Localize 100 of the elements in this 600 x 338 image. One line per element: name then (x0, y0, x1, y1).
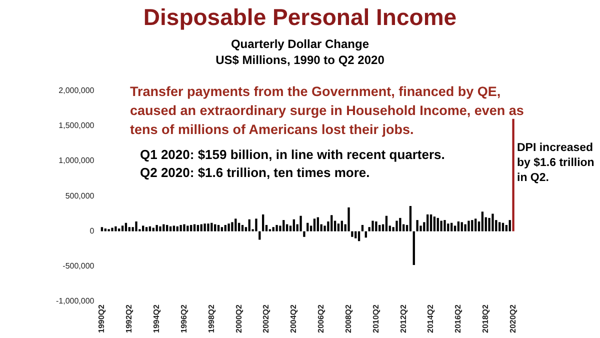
bar (104, 228, 106, 232)
x-tick-label: 1990Q2 (97, 304, 106, 333)
bar (409, 206, 412, 232)
bar (481, 212, 484, 232)
bar (145, 227, 148, 232)
bar (340, 220, 343, 232)
bar (128, 227, 130, 232)
text: DPI increased by $1.6 trillion in Q2. (517, 141, 596, 186)
bar (162, 224, 165, 232)
bar (180, 224, 182, 232)
bar (196, 224, 200, 232)
x-tick-label: 2000Q2 (234, 304, 244, 333)
bar (460, 222, 463, 232)
bar (444, 220, 446, 232)
x-tick-label: 2014Q2 (426, 304, 436, 333)
bar (276, 224, 278, 232)
x-tick-label: 2016Q2 (454, 304, 463, 333)
bar (159, 226, 162, 232)
x-tick-label: 2004Q2 (289, 304, 298, 333)
y-tick-label: 1,500,000 (58, 121, 95, 130)
bar (183, 224, 186, 232)
bar (502, 222, 504, 232)
bar (416, 220, 418, 232)
bar (200, 224, 202, 232)
bar (436, 218, 439, 232)
bar (316, 217, 319, 232)
bar (488, 218, 490, 232)
bar (396, 220, 398, 232)
bar (100, 227, 104, 232)
bar (426, 214, 429, 232)
chart-subtitle: Quarterly Dollar Change US$ Millions, 1990 to Q2 2020 (214, 36, 386, 68)
bar (238, 222, 240, 232)
bar (300, 216, 302, 232)
bar (474, 218, 477, 232)
bar (255, 218, 258, 232)
bar (272, 227, 274, 232)
bar (508, 220, 511, 232)
bar (234, 218, 237, 232)
bar (457, 221, 460, 232)
bar (433, 216, 436, 232)
y-tick-label: 2,000,000 (58, 86, 95, 96)
bar (471, 220, 474, 232)
bar (324, 226, 326, 232)
bar (351, 231, 354, 237)
x-tick-label: 1996Q2 (179, 304, 188, 333)
y-tick-label: -1,000,000 (56, 296, 95, 306)
bar (241, 224, 244, 232)
bar (166, 224, 168, 232)
bar (313, 218, 316, 232)
x-tick-label: 1998Q2 (206, 304, 216, 333)
bar (354, 231, 357, 238)
bar (210, 222, 213, 232)
bar (148, 226, 152, 232)
bar (217, 224, 220, 232)
bar (464, 224, 466, 232)
bar (303, 231, 306, 237)
bar (447, 224, 450, 232)
x-tick-label: 2012Q2 (398, 304, 408, 333)
bar (468, 220, 470, 232)
annotation: Q1 2020: $159 billion, in line with recent quarters. Q2 2020: $1.6 trillion, ten times more. (140, 146, 446, 182)
bar (186, 226, 189, 232)
bar (220, 227, 224, 232)
bar (224, 224, 226, 232)
bar (492, 214, 494, 232)
bar (282, 220, 285, 232)
bar (306, 222, 309, 232)
bar (372, 220, 374, 232)
bar (399, 218, 402, 232)
bar (114, 226, 117, 232)
bar (337, 224, 340, 232)
bar (111, 228, 114, 232)
x-tick-label: 2018Q2 (481, 304, 490, 333)
bar (440, 220, 442, 232)
bar (190, 224, 192, 232)
bar (512, 118, 514, 232)
bar (214, 224, 216, 232)
bar (121, 226, 124, 232)
bar (286, 224, 288, 232)
bar (231, 222, 234, 232)
bar (292, 219, 295, 232)
bar (169, 226, 172, 232)
bar (450, 222, 453, 232)
bar (378, 224, 381, 232)
bar (361, 224, 364, 232)
bar (152, 228, 154, 232)
bar (348, 207, 350, 232)
bar (498, 222, 501, 232)
bar (248, 219, 250, 232)
bar (385, 216, 388, 232)
bar (142, 226, 144, 232)
x-tick-label: 2010Q2 (371, 304, 380, 333)
bar (156, 224, 158, 232)
y-tick-label: 1,000,000 (58, 156, 95, 166)
bar (193, 224, 196, 232)
bar (118, 228, 120, 232)
y-tick-label: 0 (90, 226, 95, 236)
x-tick-label: 1992Q2 (124, 304, 134, 333)
bar (135, 221, 138, 232)
bar (228, 224, 230, 232)
x-tick-label: 2006Q2 (316, 304, 326, 333)
